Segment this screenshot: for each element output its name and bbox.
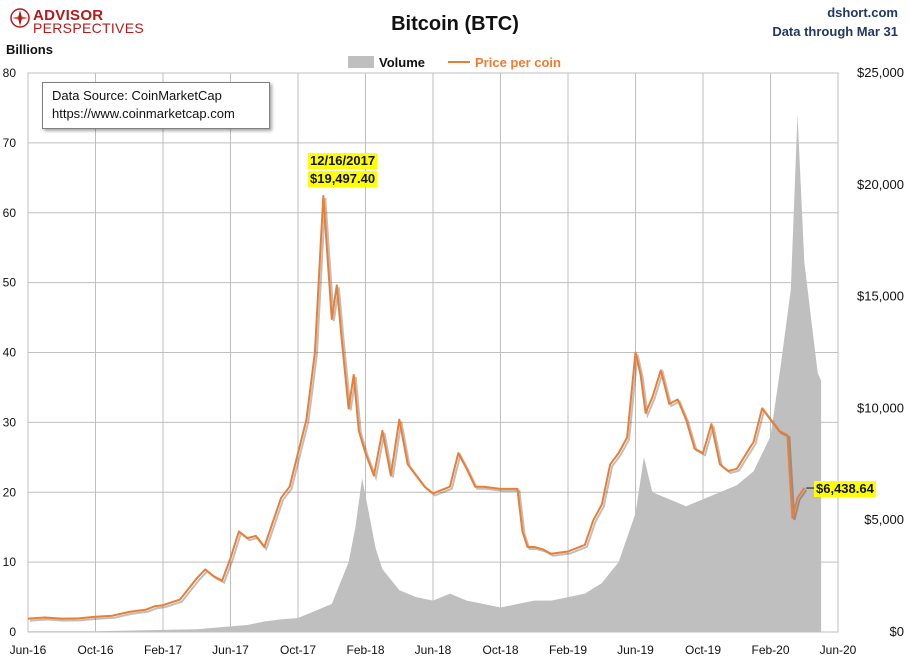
logo-text-advisor: ADVISOR bbox=[33, 7, 104, 24]
site-name: dshort.com bbox=[827, 5, 898, 20]
y-left-tick-label: 40 bbox=[3, 346, 17, 360]
y-right-tick-label: $25,000 bbox=[857, 65, 904, 80]
x-tick-label: Jun-20 bbox=[820, 643, 857, 657]
data-source-line: Data Source: CoinMarketCap bbox=[52, 88, 222, 103]
y-right-tick-label: $20,000 bbox=[857, 177, 904, 192]
y-right-tick-label: $15,000 bbox=[857, 289, 904, 304]
y-left-tick-label: 0 bbox=[9, 625, 16, 639]
data-source-url: https://www.coinmarketcap.com bbox=[52, 106, 235, 121]
data-source-box bbox=[42, 82, 270, 129]
chart-title: Bitcoin (BTC) bbox=[391, 13, 519, 35]
y-right-tick-label: $10,000 bbox=[857, 400, 904, 415]
x-tick-label: Jun-16 bbox=[10, 643, 47, 657]
y-left-tick-label: 10 bbox=[3, 555, 17, 569]
legend-label-price: Price per coin bbox=[475, 55, 561, 70]
x-tick-label: Feb-17 bbox=[144, 643, 182, 657]
x-tick-label: Feb-19 bbox=[549, 643, 587, 657]
logo-text-perspectives: PERSPECTIVES bbox=[33, 20, 144, 36]
y-right-tick-label: $0 bbox=[890, 624, 904, 639]
peak-date-annotation: 12/16/2017 bbox=[308, 153, 378, 169]
y-left-tick-label: 30 bbox=[3, 415, 17, 429]
advisor-perspectives-logo-icon bbox=[10, 8, 30, 28]
y-axis-unit-label: Billions bbox=[6, 42, 53, 57]
y-right-tick-label: $5,000 bbox=[864, 512, 904, 527]
peak-price-annotation: $19,497.40 bbox=[308, 171, 378, 187]
x-tick-label: Oct-16 bbox=[77, 643, 113, 657]
x-tick-label: Jun-19 bbox=[617, 643, 654, 657]
x-tick-label: Oct-17 bbox=[280, 643, 316, 657]
x-tick-label: Feb-18 bbox=[346, 643, 384, 657]
x-tick-label: Oct-18 bbox=[482, 643, 518, 657]
y-left-tick-label: 50 bbox=[3, 276, 17, 290]
latest-price-annotation: $6,438.64 bbox=[814, 481, 876, 497]
y-left-tick-label: 60 bbox=[3, 206, 17, 220]
x-tick-label: Jun-18 bbox=[415, 643, 452, 657]
volume-area bbox=[28, 114, 822, 632]
legend-label-volume: Volume bbox=[379, 55, 425, 70]
price-line bbox=[27, 195, 806, 620]
x-tick-label: Jun-17 bbox=[212, 643, 249, 657]
data-through-label: Data through Mar 31 bbox=[772, 24, 898, 39]
y-left-tick-label: 80 bbox=[3, 66, 17, 80]
y-left-tick-label: 70 bbox=[3, 136, 17, 150]
x-tick-label: Oct-19 bbox=[685, 643, 721, 657]
legend-swatch-volume bbox=[348, 56, 374, 68]
x-tick-label: Feb-20 bbox=[751, 643, 789, 657]
y-left-tick-label: 20 bbox=[3, 485, 17, 499]
